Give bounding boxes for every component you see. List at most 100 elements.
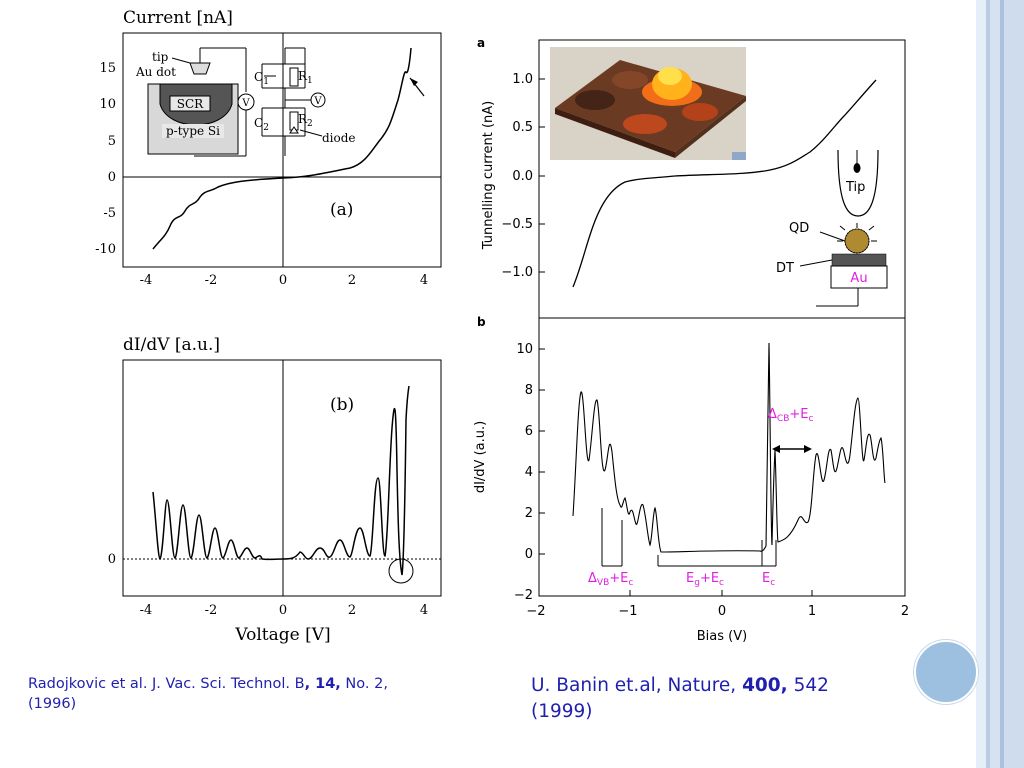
panel-a-label: (a) [330,200,353,220]
citation-right: U. Banin et.al, Nature, 400, 542 (1999) [531,673,911,725]
panel-a-iv-curve [152,47,412,250]
xtick-label: 2 [348,273,356,288]
citation-left-volume: , 14, [304,676,341,692]
decorative-circle [914,640,978,704]
panel-b-frame [122,359,442,597]
slide-edge-stripe [990,0,1000,768]
qd-label: QD [789,221,809,236]
delta-vb-label: ΔVB+Ec [588,571,633,588]
citation-right-authors: U. Banin et.al, Nature, [531,675,743,696]
dithiol-layer [831,253,887,267]
panel-a-frame [122,32,442,268]
stm-surface [555,60,746,152]
ytick-label: −0.5 [501,217,533,232]
xtick-label: 2 [348,603,356,618]
ytick-label: -5 [103,206,116,221]
ytick-label: 15 [99,61,116,76]
xtick-label: -4 [140,603,153,618]
tip-label: Tip [845,180,865,195]
inset-meter-label-2: V [313,96,322,107]
inset-meter-label: V [241,98,250,109]
inset-substrate-label: p-type Si [166,124,220,138]
slide-edge-stripe [976,0,986,768]
xtick-label: 0 [279,273,287,288]
ytick-label: 0 [108,552,116,567]
panel-a-iv-curve [572,79,877,288]
ytick-label: 0.5 [512,120,533,135]
stm-tip-schematic: Tip QD DT Au [776,149,888,307]
panel-a-ylabel: Current [nA] [123,8,233,28]
xtick-label: -4 [140,273,153,288]
panel-b-ylabel: dI/dV [a.u.] [123,335,220,355]
ytick-label: 10 [99,97,116,112]
panel-b-label: (b) [330,395,354,415]
xtick-label: −1 [618,604,637,619]
slide-edge-stripe [986,0,990,768]
ytick-label: 8 [525,383,533,398]
dt-label: DT [776,261,794,276]
panel-b-highlight-circle [388,558,414,584]
stm-3d-image [550,47,746,160]
panel-b-xticks: -4 -2 0 2 4 [140,603,428,618]
delta-cb-label: ΔCB+Ec [768,407,813,424]
xtick-label: 1 [808,604,816,619]
xtick-label: 4 [420,603,428,618]
panel-b-xlabel: Bias (V) [697,629,747,644]
xtick-label: 4 [420,273,428,288]
panel-b-xlabel: Voltage [V] [234,625,330,645]
ytick-label: 6 [525,424,533,439]
panel-a-ylabel: Tunnelling current (nA) [481,101,496,250]
ec-label: Ec [762,571,775,588]
ytick-label: -10 [95,242,116,257]
panel-b-yticks: 10 8 6 4 2 0 −2 [514,342,545,603]
slide-edge-stripe [1000,0,1004,768]
au-label: Au [850,271,867,286]
xtick-label: 0 [718,604,726,619]
xtick-label: -2 [205,603,218,618]
panel-a-xticks: -4 -2 0 2 4 [140,273,428,288]
xtick-label: -2 [205,273,218,288]
xtick-label: −2 [526,604,545,619]
figure-left: Current [nA] 15 10 5 0 -5 -10 -4 -2 0 2 … [95,8,442,645]
panel-b-ylabel: dI/dV (a.u.) [473,421,488,493]
panel-a-letter: a [477,36,485,50]
ytick-label: −2 [514,588,533,603]
slide-edge-stripe [1004,0,1024,768]
eg-label: Eg+Ec [686,571,724,588]
ytick-label: −1.0 [501,265,533,280]
tip-outline [837,149,879,217]
panel-b-annotations: ΔCB+Ec ΔVB+Ec Eg+Ec Ec [588,407,813,588]
ytick-label: 2 [525,506,533,521]
panel-b-letter: b [477,315,486,329]
panel-b-didv-curve [572,342,886,553]
inset-au-dot-label: Au dot [135,65,176,79]
panel-a-yticks: 15 10 5 0 -5 -10 [95,61,116,257]
inset-c2-label: C2 [254,116,269,133]
citation-right-page: 542 [787,675,829,696]
xtick-label: 2 [901,604,909,619]
panel-a-arrow-head [410,78,418,86]
citation-left-authors: Radojkovic et al. J. Vac. Sci. Technol. … [28,676,305,692]
citation-left-issue: No. 2, [340,676,388,692]
ytick-label: 0 [525,547,533,562]
citation-left: Radojkovic et al. J. Vac. Sci. Technol. … [28,674,518,714]
citation-right-year: (1999) [531,701,593,722]
inset-c1-label: C1 [254,70,269,87]
ytick-label: 4 [525,465,533,480]
au-substrate [830,265,888,289]
panel-b-didv-curve [152,385,410,576]
panel-a-yticks: 1.0 0.5 0.0 −0.5 −1.0 [501,72,545,280]
inset-r1-label: R1 [298,69,313,86]
ytick-label: 1.0 [512,72,533,87]
inset-tip-label: tip [152,50,169,64]
xtick-label: 0 [279,603,287,618]
inset-scr-label: SCR [177,97,204,111]
figure-right: a Tunnelling current (nA) 1.0 0.5 0.0 −0… [473,36,909,644]
panel-a-inset-schematic: tip Au dot V SCR p-type Si C1 R1 V [135,47,356,157]
ytick-label: 10 [516,342,533,357]
panel-b-xticks: −2 −1 0 1 2 [526,590,909,619]
citation-right-volume: 400, [742,675,788,696]
ytick-label: 0.0 [512,169,533,184]
inset-diode-label: diode [322,131,356,145]
inset-r2-label: R2 [298,112,313,129]
